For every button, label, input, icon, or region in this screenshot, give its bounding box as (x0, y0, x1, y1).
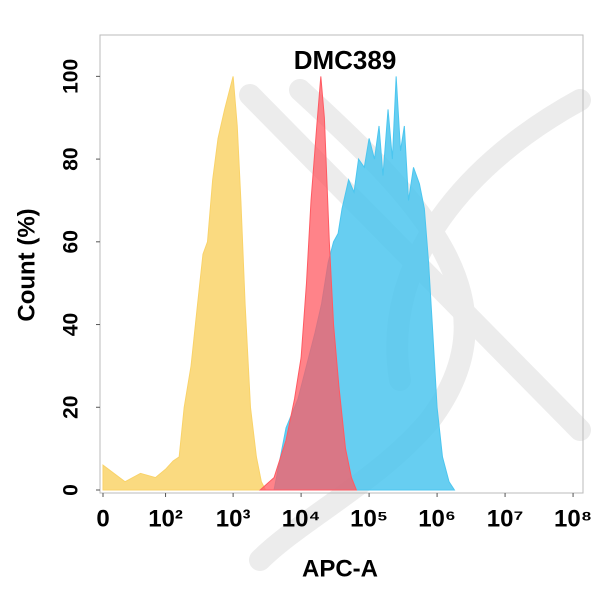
y-tick-label: 100 (60, 59, 83, 94)
x-tick-label: 10⁶ (418, 505, 456, 532)
x-tick-label: 10⁵ (350, 505, 388, 532)
plot-frame (99, 34, 584, 494)
y-axis-title: Count (%) (13, 208, 40, 321)
x-tick-label: 10⁷ (487, 505, 524, 532)
y-tick-label: 20 (60, 396, 83, 419)
y-tick-label: 80 (60, 147, 83, 170)
x-tick-label: 10² (148, 505, 183, 532)
plot-area (102, 76, 456, 491)
x-tick-label: 0 (96, 505, 109, 532)
x-tick-label: 10⁸ (554, 505, 591, 532)
y-tick-label: 0 (60, 484, 83, 496)
x-tick-label: 10⁴ (282, 505, 321, 532)
chart-title: DMC389 (294, 45, 397, 75)
histogram-area (102, 76, 267, 491)
histogram-area (258, 76, 358, 491)
y-tick-label: 60 (60, 230, 83, 253)
x-axis-title: APC-A (302, 555, 378, 582)
y-tick-label: 40 (60, 313, 83, 336)
x-tick-label: 10³ (216, 505, 251, 532)
